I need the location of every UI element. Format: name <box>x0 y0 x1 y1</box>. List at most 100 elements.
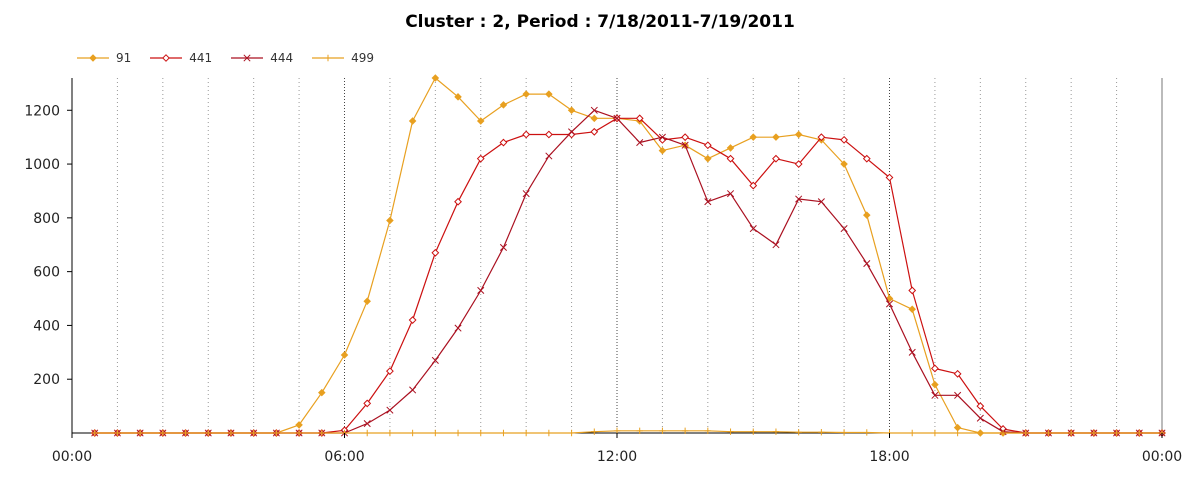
data-point <box>454 197 462 206</box>
data-point <box>704 427 712 435</box>
data-point <box>976 414 984 422</box>
y-tick-label: 800 <box>33 211 60 227</box>
legend-item-444: 444 <box>230 51 293 65</box>
legend-label: 91 <box>116 51 132 65</box>
data-point <box>772 428 780 435</box>
data-point <box>363 420 371 428</box>
chart-title: Cluster : 2, Period : 7/18/2011-7/19/201… <box>405 12 795 32</box>
data-point <box>726 144 735 152</box>
legend-marker <box>89 54 97 62</box>
data-point <box>636 138 644 147</box>
legend-swatch <box>150 54 183 62</box>
legend-label: 441 <box>189 51 213 65</box>
x-tick-label: 12:00 <box>597 449 637 465</box>
data-point <box>772 154 780 163</box>
series-91 <box>90 74 1166 437</box>
data-point <box>590 114 599 123</box>
grid-layer <box>116 78 1118 433</box>
data-point <box>545 90 553 98</box>
data-point <box>432 429 439 437</box>
data-point <box>749 225 757 233</box>
data-point <box>1045 429 1052 437</box>
data-point <box>273 429 280 437</box>
data-point <box>590 127 599 136</box>
data-point <box>431 356 439 364</box>
data-point <box>1090 429 1098 437</box>
y-tick-label: 1200 <box>24 103 60 119</box>
data-point <box>931 429 939 437</box>
data-point <box>454 93 462 101</box>
data-point <box>750 428 757 435</box>
data-point <box>840 135 848 144</box>
data-point <box>681 141 689 149</box>
data-point <box>340 351 349 359</box>
data-point <box>658 146 667 155</box>
data-point <box>794 130 803 139</box>
data-point <box>976 402 985 411</box>
y-tick-label: 200 <box>33 372 60 388</box>
data-point <box>885 173 894 182</box>
data-point <box>704 198 712 206</box>
data-point <box>544 130 553 139</box>
data-point <box>363 399 372 408</box>
data-point <box>295 429 303 437</box>
data-point <box>386 429 394 437</box>
x-tick-label: 18:00 <box>869 449 909 465</box>
data-point <box>591 428 598 435</box>
data-point <box>931 380 939 389</box>
data-point <box>431 74 440 82</box>
data-point <box>840 429 848 436</box>
data-point <box>568 429 575 437</box>
data-point <box>250 429 257 437</box>
data-point <box>522 190 530 198</box>
data-point <box>91 429 98 437</box>
data-point <box>681 427 689 435</box>
legend-item-499: 499 <box>311 51 374 65</box>
data-point <box>862 154 871 163</box>
data-point <box>999 429 1007 437</box>
legend-swatch <box>312 54 345 62</box>
data-point <box>795 195 803 203</box>
legend-marker <box>162 54 171 62</box>
data-point <box>817 133 826 142</box>
data-point <box>908 348 916 356</box>
data-point <box>658 133 666 141</box>
data-point <box>931 364 939 373</box>
y-tick-label: 600 <box>33 265 60 281</box>
data-point <box>704 154 712 163</box>
data-point <box>477 286 485 295</box>
data-point <box>476 154 485 163</box>
data-point <box>863 260 871 268</box>
data-point <box>136 429 144 437</box>
legend-swatch <box>231 54 264 62</box>
data-point <box>909 429 916 437</box>
data-point <box>977 429 984 437</box>
data-point <box>318 429 325 437</box>
series-line <box>94 117 1162 434</box>
data-point <box>749 133 758 141</box>
tick-layer: 200 400 600 800 1000 1200 00:00 06:00 12:00 18:00… <box>24 103 1182 465</box>
series-444 <box>91 106 1166 437</box>
data-point <box>114 429 121 437</box>
data-point <box>1067 429 1075 437</box>
data-point <box>613 114 621 122</box>
data-point <box>953 369 962 378</box>
data-point <box>545 429 553 437</box>
data-point <box>818 428 825 436</box>
legend-item-91: 91 <box>76 51 131 65</box>
data-point <box>659 427 666 435</box>
data-point <box>499 243 508 251</box>
data-point <box>817 198 825 206</box>
x-tick-label: 00:00 <box>52 449 92 465</box>
data-point <box>772 241 780 249</box>
data-point <box>772 133 780 141</box>
data-point <box>409 429 416 437</box>
series-line <box>94 430 1162 434</box>
data-point <box>931 391 939 399</box>
data-point <box>568 128 576 136</box>
data-point <box>703 141 712 150</box>
data-point <box>635 114 644 123</box>
y-tick-label: 400 <box>33 318 60 334</box>
data-point <box>908 305 916 314</box>
series-441 <box>90 114 1166 437</box>
